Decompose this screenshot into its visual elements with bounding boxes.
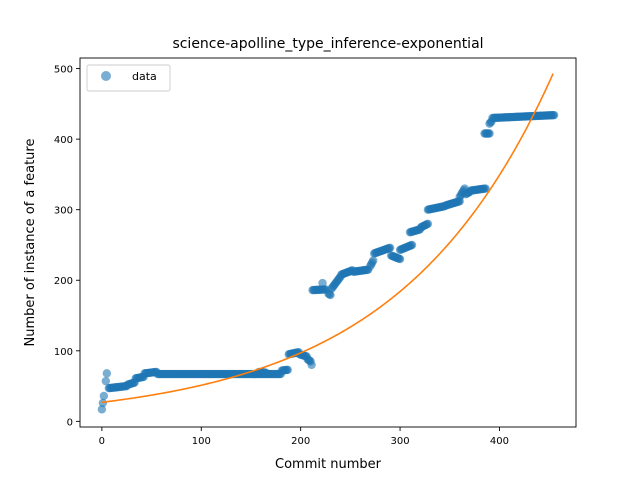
x-tick-label: 200 [291,436,310,447]
legend-box [86,64,171,92]
y-tick-label: 200 [54,276,73,287]
data-point [407,240,417,250]
data-point [481,184,490,193]
legend: data [86,64,171,92]
y-tick-label: 300 [54,206,73,217]
y-axis-ticks: 0 100 200 300 400 500 [54,65,80,428]
data-point [101,376,111,386]
legend-marker-data [101,71,111,81]
data-point [97,405,107,414]
legend-label-data: data [132,70,157,83]
data-point [283,365,292,375]
data-point [102,369,112,378]
data-point [549,110,559,120]
data-point [307,360,316,370]
data-point [326,290,335,300]
y-tick-label: 0 [67,417,73,428]
data-point [485,129,494,138]
data-point [261,368,271,377]
data-point [385,243,395,252]
chart-title: science-apolline_type_inference-exponent… [172,36,483,52]
x-tick-label: 0 [99,436,105,447]
x-tick-label: 100 [192,436,211,447]
y-tick-label: 400 [54,135,73,146]
data-point [98,398,108,408]
x-tick-label: 400 [490,436,509,447]
data-point [395,254,405,264]
y-axis-label: Number of instance of a feature [23,139,38,347]
x-axis-label: Commit number [275,457,382,472]
x-axis-ticks: 0 100 200 300 400 [99,427,509,447]
y-tick-label: 100 [54,347,73,358]
fit-curve [101,73,554,404]
data-point [99,391,109,401]
data-point [318,278,327,288]
axes-frame [79,57,577,428]
plot-area [97,73,559,414]
data-point [423,219,433,228]
data-point [369,256,378,265]
y-tick-label: 500 [54,65,73,76]
data-series-points [97,110,559,414]
x-tick-label: 300 [391,436,410,447]
